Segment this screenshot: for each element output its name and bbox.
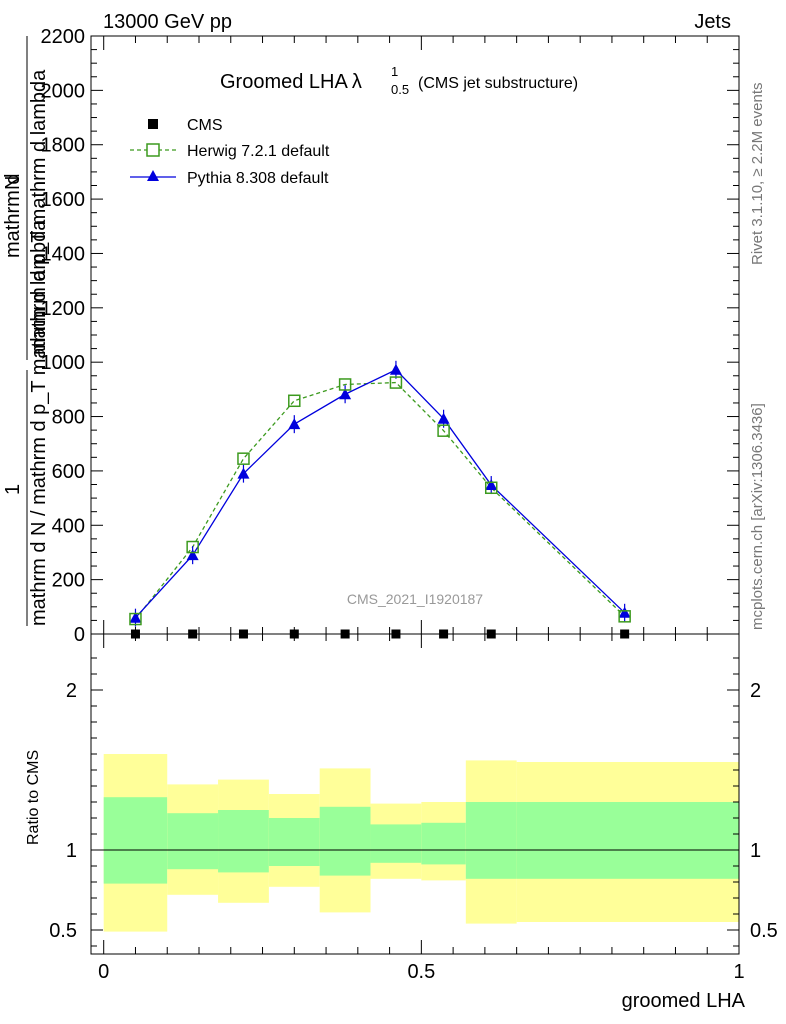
- ratio-y-tick-label: 0.5: [49, 920, 77, 942]
- title-sub: 0.5: [391, 82, 409, 97]
- y-tick-label: 2200: [41, 26, 86, 48]
- title-sup: 1: [391, 64, 398, 79]
- main-x-ticks: [103, 36, 740, 634]
- legend-herwig-marker: [146, 143, 160, 157]
- ratio-y-label: Ratio to CMS: [25, 750, 42, 845]
- y-label-den: mathrm d N / mathrm d p_T mathrm d lambd…: [28, 219, 50, 626]
- y-tick-label: 1400: [41, 243, 86, 265]
- ratio-panel: 0.5 0.51 12 2 0 0.5 1: [49, 633, 778, 983]
- y-tick-label: 800: [52, 407, 85, 429]
- pythia-point: [389, 363, 402, 375]
- pythia-point: [485, 479, 498, 491]
- y-label-num: 1: [2, 484, 24, 495]
- mcplots-label: mcplots.cern.ch [arXiv:1306.3436]: [749, 403, 766, 630]
- ratio-band-inner: [465, 802, 517, 879]
- pythia-point: [237, 467, 250, 479]
- y-label-top-num: mathrm d: [2, 174, 24, 258]
- ratio-band-inner: [516, 802, 739, 879]
- x-axis-label: groomed LHA: [622, 990, 746, 1012]
- herwig-point: [437, 424, 450, 437]
- title-symbol: λ: [352, 71, 362, 93]
- ratio-bands: [103, 754, 739, 932]
- title-main: Groomed LHA: [220, 71, 348, 93]
- analysis-watermark: CMS_2021_I1920187: [347, 591, 483, 607]
- rivet-label: Rivet 3.1.10, ≥ 2.2M events: [749, 83, 766, 266]
- y-tick-label: 1000: [41, 352, 86, 374]
- legend-cms-marker: [148, 119, 158, 129]
- y-tick-label: 200: [52, 570, 85, 592]
- pythia-point: [186, 549, 199, 561]
- process-label: Jets: [694, 11, 731, 33]
- herwig-point: [186, 540, 199, 554]
- x-tick-label: 0.5: [407, 961, 435, 983]
- y-label-top-N: N: [2, 176, 24, 190]
- y-tick-label: 1800: [41, 135, 86, 157]
- ratio-y-tick-label-right: 0.5: [750, 920, 778, 942]
- pythia-point: [339, 388, 352, 400]
- main-y-ticks: 0 200 400 600 800 1000 1200 1400 1600 1800 2000 220…: [41, 26, 739, 646]
- ratio-band-inner: [370, 824, 422, 863]
- ratio-band-inner: [421, 822, 466, 865]
- main-panel: 0 200 400 600 800 1000 1200 1400 1600 1800 2000 220…: [41, 26, 740, 646]
- energy-label: 13000 GeV pp: [103, 11, 232, 33]
- herwig-line: [134, 381, 626, 620]
- herwig-point: [618, 610, 631, 623]
- ratio-y-tick-label: 1: [66, 840, 77, 862]
- x-tick-label: 1: [733, 961, 744, 983]
- legend-cms-label: CMS: [187, 117, 223, 134]
- herwig-point: [288, 394, 301, 408]
- y-tick-label: 0: [74, 624, 85, 646]
- y-tick-label: 400: [52, 515, 85, 537]
- y-label-top-den: mathrm d p_T mathrm d lambda: [28, 69, 50, 355]
- ratio-frame: [90, 633, 740, 955]
- pythia-point: [129, 611, 142, 623]
- pythia-line: [134, 369, 626, 619]
- y-tick-label: 600: [52, 461, 85, 483]
- pythia-point: [288, 418, 301, 430]
- ratio-band-inner: [218, 810, 269, 873]
- pythia-point: [618, 606, 631, 618]
- legend-pythia-marker: [147, 170, 159, 181]
- ratio-band-inner: [167, 813, 219, 870]
- ratio-y-ticks: 0.5 0.5 1 1 2 2: [49, 657, 778, 947]
- y-tick-label: 2000: [41, 80, 86, 102]
- ratio-band-inner: [103, 797, 168, 884]
- herwig-point: [237, 452, 250, 465]
- ratio-band-inner: [319, 806, 371, 876]
- plot-title: Groomed LHA λ 1 0.5 (CMS jet substructure…: [220, 64, 578, 97]
- ratio-y-tick-label-right: 2: [750, 680, 761, 702]
- ratio-y-tick-label-right: 1: [750, 840, 761, 862]
- y-tick-label: 1200: [41, 298, 86, 320]
- herwig-point: [338, 378, 352, 391]
- legend-pythia-label: Pythia 8.308 default: [187, 170, 329, 187]
- ratio-y-tick-label: 2: [66, 680, 77, 702]
- legend: CMS Herwig 7.2.1 default Pythia 8.308 de…: [130, 117, 330, 187]
- herwig-point: [484, 481, 498, 495]
- herwig-point: [129, 612, 142, 626]
- ratio-x-ticks: 0 0.5 1: [98, 634, 745, 983]
- legend-herwig-label: Herwig 7.2.1 default: [187, 143, 330, 160]
- main-y-label: mathrm d N mathrm d p_T mathrm d lambda …: [2, 36, 50, 626]
- pythia-point: [437, 412, 450, 424]
- x-tick-label: 0: [98, 961, 109, 983]
- y-tick-label: 1600: [41, 189, 86, 211]
- ratio-band-inner: [268, 818, 320, 866]
- title-note: (CMS jet substructure): [418, 75, 578, 92]
- herwig-point: [389, 376, 403, 389]
